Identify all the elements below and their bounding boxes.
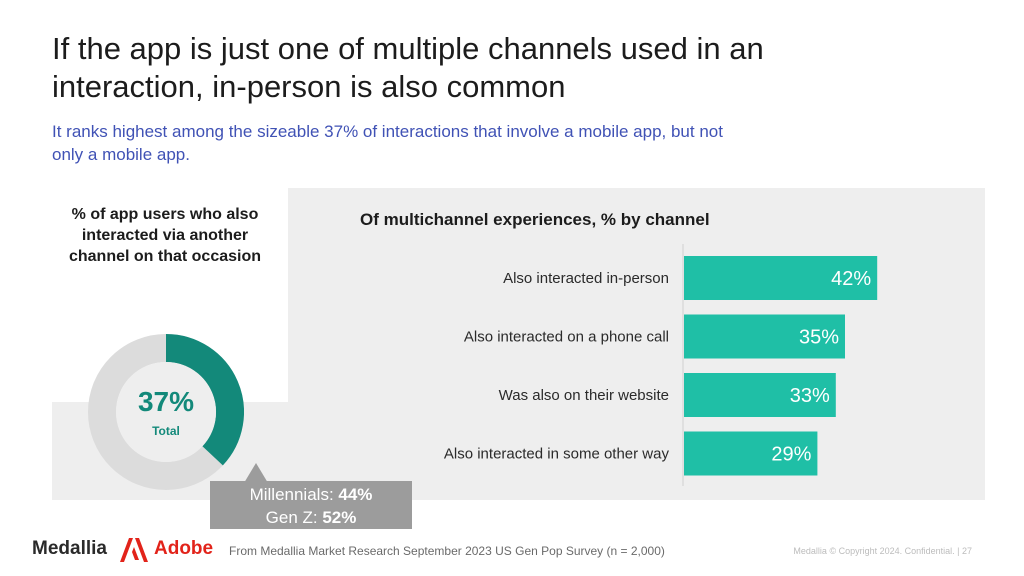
donut-chart: 37% Total [88, 334, 244, 490]
donut-hole [116, 362, 216, 462]
donut-center-label: Total [152, 424, 180, 438]
bar [684, 256, 878, 300]
bar [684, 314, 845, 359]
bar-value-label: 29% [771, 444, 811, 466]
bar-value-label: 42% [831, 268, 871, 290]
callout-genz-value: 52% [322, 508, 357, 527]
callout-genz-label: Gen Z: [265, 508, 323, 527]
callout-millennials-value: 44% [338, 485, 373, 504]
bar [684, 373, 836, 417]
callout-line-genz: Gen Z: 52% [210, 506, 412, 529]
bar [684, 431, 818, 476]
callout-line-millennials: Millennials: 44% [210, 483, 412, 506]
bar-chart: Also interacted in-person 42% Also interac… [444, 244, 878, 486]
donut-svg [88, 334, 244, 490]
callout-millennials-label: Millennials: [249, 485, 339, 504]
copyright-note: Medallia © Copyright 2024. Confidential.… [793, 546, 972, 556]
bar-chart-title: Of multichannel experiences, % by channe… [360, 210, 710, 229]
page-subtitle: It ranks highest among the sizeable 37% … [52, 122, 723, 164]
bar-category-label: Also interacted in some other way [444, 446, 670, 463]
bar-value-label: 33% [790, 385, 830, 407]
donut-value-arc [165, 334, 244, 466]
adobe-logo-text: Adobe [154, 538, 214, 559]
bar-category-label: Was also on their website [499, 387, 669, 404]
bar-category-label: Also interacted on a phone call [464, 329, 669, 346]
medallia-logo: Medallia [32, 538, 107, 559]
callout-pointer [244, 463, 268, 483]
bar-value-label: 35% [799, 327, 839, 349]
donut-heading: % of app users who also interacted via a… [68, 206, 262, 265]
source-note: From Medallia Market Research September … [229, 544, 665, 558]
bar-category-label: Also interacted in-person [503, 270, 669, 287]
page-title: If the app is just one of multiple chann… [52, 31, 764, 104]
generation-callout: Millennials: 44% Gen Z: 52% [210, 481, 412, 529]
adobe-logo-icon [120, 538, 148, 562]
donut-center-value: 37% [137, 386, 195, 417]
